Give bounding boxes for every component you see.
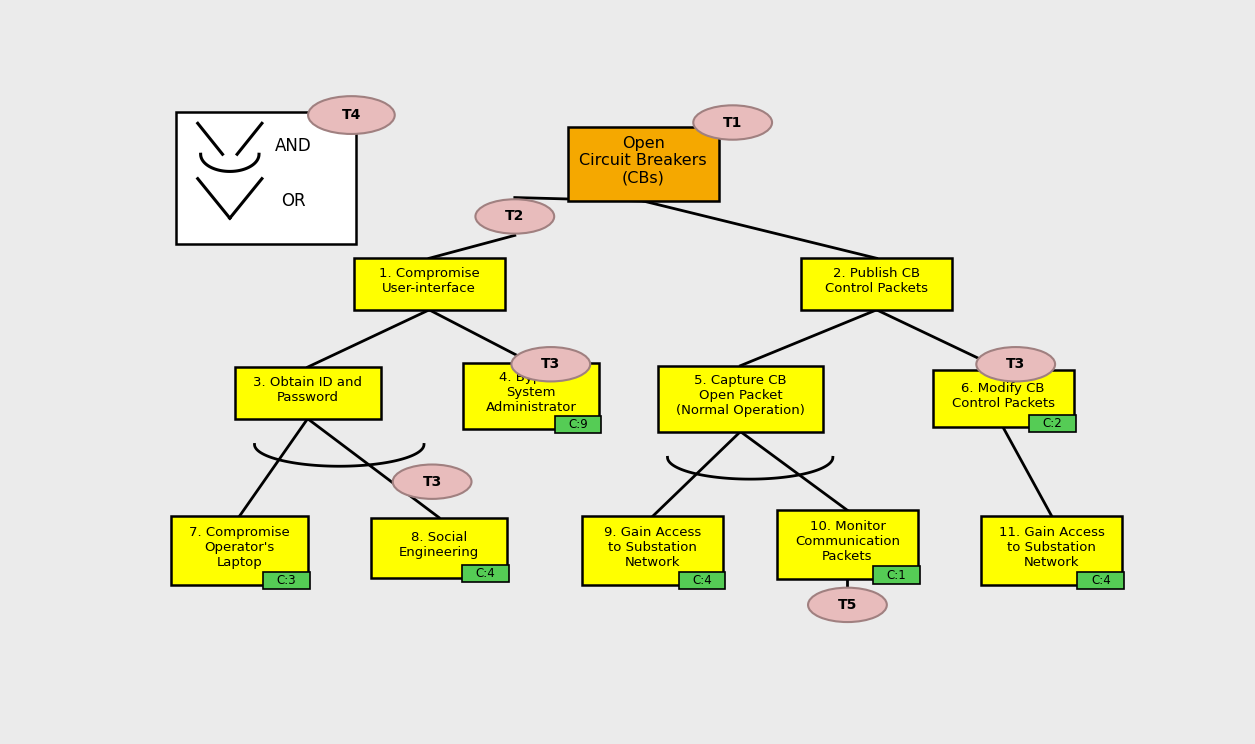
FancyBboxPatch shape	[462, 565, 510, 583]
FancyBboxPatch shape	[658, 366, 823, 432]
Text: C:2: C:2	[1043, 417, 1062, 430]
FancyBboxPatch shape	[777, 510, 917, 579]
FancyBboxPatch shape	[582, 516, 723, 585]
Text: C:1: C:1	[887, 568, 906, 582]
Text: T1: T1	[723, 115, 743, 129]
Text: C:9: C:9	[569, 418, 587, 432]
Text: C:3: C:3	[276, 574, 296, 587]
FancyBboxPatch shape	[555, 416, 601, 433]
Text: 7. Compromise
Operator's
Laptop: 7. Compromise Operator's Laptop	[190, 526, 290, 569]
FancyBboxPatch shape	[235, 367, 380, 419]
Text: T3: T3	[541, 357, 561, 371]
Text: 3. Obtain ID and
Password: 3. Obtain ID and Password	[254, 376, 363, 404]
Text: C:4: C:4	[476, 567, 496, 580]
Text: T4: T4	[341, 108, 361, 122]
Text: 1. Compromise
User-interface: 1. Compromise User-interface	[379, 267, 479, 295]
FancyBboxPatch shape	[371, 518, 507, 577]
Ellipse shape	[307, 96, 395, 134]
FancyBboxPatch shape	[1078, 572, 1124, 589]
Text: 6. Modify CB
Control Packets: 6. Modify CB Control Packets	[951, 382, 1054, 410]
Text: T3: T3	[1007, 357, 1025, 371]
FancyBboxPatch shape	[354, 258, 505, 310]
FancyBboxPatch shape	[981, 516, 1122, 585]
FancyBboxPatch shape	[873, 566, 920, 584]
Text: 2. Publish CB
Control Packets: 2. Publish CB Control Packets	[825, 267, 929, 295]
Ellipse shape	[393, 464, 472, 499]
Text: T5: T5	[838, 598, 857, 612]
Ellipse shape	[693, 106, 772, 140]
FancyBboxPatch shape	[463, 363, 600, 429]
Text: T2: T2	[505, 210, 525, 223]
Text: 8. Social
Engineering: 8. Social Engineering	[399, 530, 479, 559]
Ellipse shape	[476, 199, 555, 234]
Ellipse shape	[976, 347, 1055, 382]
FancyBboxPatch shape	[262, 572, 310, 589]
Text: 4. Bypass
System
Administrator: 4. Bypass System Administrator	[486, 371, 577, 414]
Text: 10. Monitor
Communication
Packets: 10. Monitor Communication Packets	[794, 520, 900, 563]
Text: AND: AND	[275, 137, 311, 155]
Text: OR: OR	[281, 192, 306, 210]
FancyBboxPatch shape	[801, 258, 953, 310]
Text: 9. Gain Access
to Substation
Network: 9. Gain Access to Substation Network	[605, 526, 702, 569]
Text: Open
Circuit Breakers
(CBs): Open Circuit Breakers (CBs)	[580, 136, 707, 186]
Text: C:4: C:4	[1091, 574, 1111, 587]
FancyBboxPatch shape	[567, 126, 719, 201]
Text: 11. Gain Access
to Substation
Network: 11. Gain Access to Substation Network	[999, 526, 1104, 569]
FancyBboxPatch shape	[679, 572, 725, 589]
FancyBboxPatch shape	[172, 516, 307, 585]
FancyBboxPatch shape	[1029, 414, 1076, 432]
FancyBboxPatch shape	[932, 370, 1073, 427]
Text: C:4: C:4	[693, 574, 712, 587]
FancyBboxPatch shape	[176, 112, 356, 244]
Text: T3: T3	[423, 475, 442, 489]
Text: 5. Capture CB
Open Packet
(Normal Operation): 5. Capture CB Open Packet (Normal Operat…	[676, 374, 804, 417]
Ellipse shape	[808, 588, 887, 622]
Ellipse shape	[511, 347, 590, 382]
